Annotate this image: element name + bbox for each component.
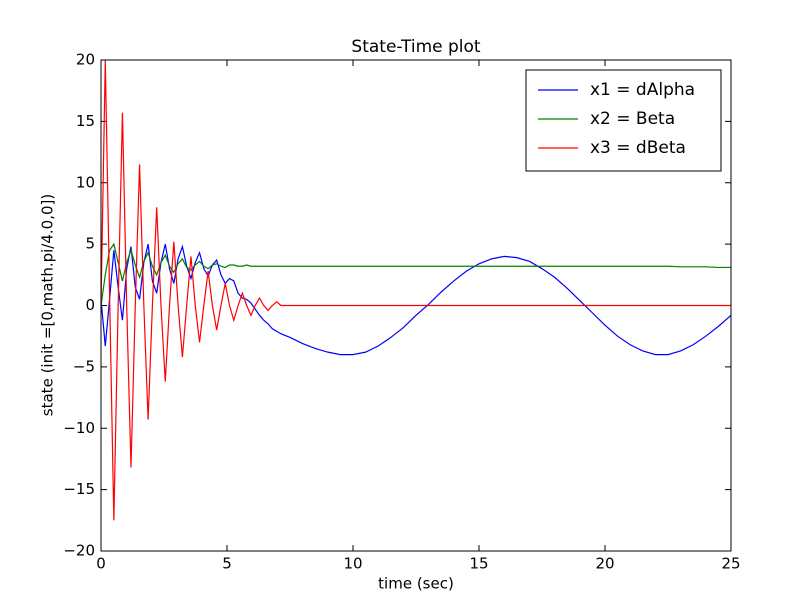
x-axis-label: time (sec) xyxy=(378,575,454,593)
legend-box xyxy=(525,69,722,172)
y-tick-label: −5 xyxy=(73,357,95,375)
x-tick-label: 10 xyxy=(343,555,362,573)
series-line xyxy=(100,243,732,356)
y-tick-label: 0 xyxy=(85,296,95,314)
series-line xyxy=(100,59,731,521)
series-line xyxy=(100,242,731,306)
x-tick-label: 5 xyxy=(222,555,232,573)
y-tick-label: 20 xyxy=(76,51,95,69)
y-tick-label: 10 xyxy=(76,173,95,191)
legend-label: x2 = Beta xyxy=(590,109,675,129)
y-axis-label: state (init =[0,math.pi/4.0,0]) xyxy=(39,194,57,416)
plot-frame xyxy=(100,59,732,552)
legend-label: x1 = dAlpha xyxy=(590,80,695,100)
y-tick-label: 15 xyxy=(76,112,95,130)
y-tick-label: −10 xyxy=(63,419,95,437)
chart-title: State-Time plot xyxy=(351,37,480,57)
x-tick-label: 15 xyxy=(469,555,488,573)
y-tick-label: 5 xyxy=(85,235,95,253)
y-tick-label: −15 xyxy=(63,480,95,498)
y-tick-label: −20 xyxy=(63,542,95,560)
x-tick-label: 20 xyxy=(595,555,614,573)
x-tick-label: 0 xyxy=(96,555,106,573)
legend-label: x3 = dBeta xyxy=(590,138,686,158)
x-tick-label: 25 xyxy=(721,555,740,573)
